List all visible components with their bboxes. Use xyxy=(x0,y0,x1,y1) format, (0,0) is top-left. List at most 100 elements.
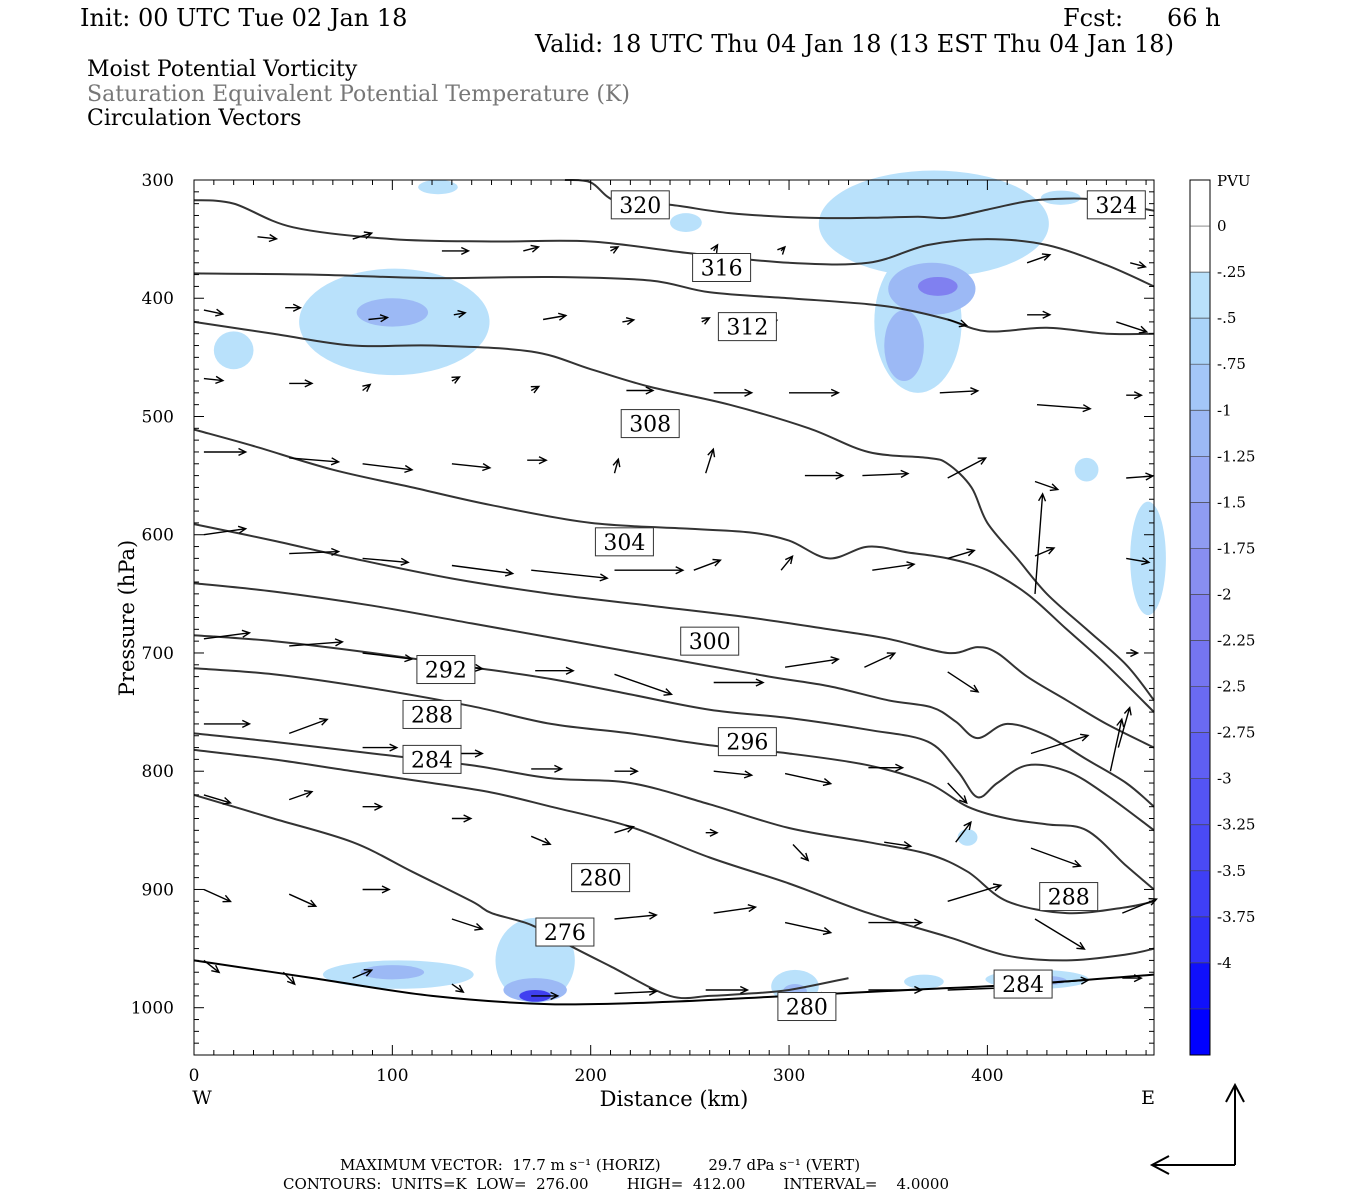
circulation-vector xyxy=(947,782,968,805)
circulation-vector xyxy=(713,388,754,397)
circulation-vector xyxy=(1130,261,1147,269)
circulation-vector xyxy=(614,987,658,996)
x-tick-label: 200 xyxy=(574,1066,606,1086)
colorbar-label: -1.25 xyxy=(1217,447,1255,465)
contour-label-box xyxy=(777,992,837,1022)
y-tick-label: 900 xyxy=(142,880,174,900)
circulation-vector xyxy=(872,561,916,571)
colorbar-swatch xyxy=(1190,318,1210,365)
pv-shade-region xyxy=(957,829,978,846)
circulation-vector xyxy=(542,312,568,321)
circulation-vector xyxy=(947,548,976,560)
x-axis-label: Distance (km) xyxy=(600,1087,749,1111)
colorbar-label: -3.75 xyxy=(1217,908,1255,926)
x-tick-label: 400 xyxy=(971,1066,1003,1086)
circulation-vector xyxy=(1117,706,1132,748)
circulation-vector xyxy=(784,656,840,668)
ref-vector-up-head xyxy=(1225,1082,1245,1103)
colorbar-label: -2.25 xyxy=(1217,632,1255,650)
circulation-vector xyxy=(362,652,414,663)
circulation-vector xyxy=(626,386,655,395)
circulation-vector xyxy=(710,243,719,253)
colorbar-label: -.5 xyxy=(1217,309,1236,327)
circulation-vector xyxy=(789,388,841,397)
circulation-vector xyxy=(451,463,492,472)
colorbar-swatch xyxy=(1190,226,1210,273)
x-tick-label: 0 xyxy=(189,1066,200,1086)
contour-label: 288 xyxy=(411,703,453,728)
y-tick-label: 600 xyxy=(142,526,174,546)
colorbar-label: -.75 xyxy=(1217,355,1246,373)
pv-shade-region xyxy=(1130,501,1166,616)
circulation-vector xyxy=(947,318,969,328)
ref-vector-left-head xyxy=(1149,1155,1170,1175)
contour-label: 316 xyxy=(701,257,743,282)
contour-label: 284 xyxy=(411,748,453,773)
contour-label: 276 xyxy=(544,921,586,946)
circulation-vector xyxy=(1034,918,1086,950)
contour-labels: 320 324 316 312 308 304 300 296 292 288 284 280 276 2… xyxy=(402,190,1146,1022)
circulation-vector xyxy=(1030,733,1090,755)
contour-label: 284 xyxy=(1002,973,1044,998)
pv-shade-region xyxy=(1040,190,1081,205)
colorbar-label: -1 xyxy=(1217,401,1232,419)
reference-vector xyxy=(1149,1082,1245,1175)
y-tick-label: 800 xyxy=(142,762,174,782)
colorbar-swatch xyxy=(1190,778,1210,826)
contour-label-box xyxy=(416,655,476,685)
circulation-vector xyxy=(1034,480,1060,492)
circulation-vector xyxy=(451,918,484,931)
circulation-vector xyxy=(1034,492,1047,594)
circulation-vector xyxy=(713,678,765,687)
init-time: Init: 00 UTC Tue 02 Jan 18 xyxy=(80,4,408,32)
circulation-vector xyxy=(531,764,564,773)
pv-shade-region xyxy=(1074,457,1099,482)
circulation-vector xyxy=(352,969,374,979)
circulation-vector xyxy=(947,457,988,479)
forecast-label: Fcst: xyxy=(1063,4,1124,32)
circulation-vector xyxy=(792,844,810,862)
circulation-vector xyxy=(780,554,794,571)
field-title-mpv: Moist Potential Vorticity xyxy=(87,57,358,82)
circulation-vector xyxy=(955,820,972,843)
colorbar-swatch xyxy=(1190,502,1210,549)
contour-label-box xyxy=(680,626,740,656)
circulation-vector xyxy=(285,303,303,312)
circulation-vector xyxy=(868,918,924,927)
colorbar-swatch xyxy=(1190,686,1210,734)
colorbar-label: -3.25 xyxy=(1217,816,1255,834)
contour-label-box xyxy=(1039,882,1099,912)
circulation-vector xyxy=(939,387,980,396)
circulation-vector xyxy=(804,471,845,480)
circulation-vector xyxy=(614,566,685,575)
contour-label-box xyxy=(535,917,595,947)
pv-shade-region xyxy=(670,213,702,233)
circulation-vector xyxy=(203,794,233,805)
circulation-vector xyxy=(289,638,344,647)
isentrope-line xyxy=(193,634,1155,832)
circulation-vector xyxy=(288,717,329,735)
contour-label: 300 xyxy=(689,630,731,655)
isentrope-line xyxy=(193,582,1155,808)
colorbar-swatch xyxy=(1190,180,1210,227)
circulation-vector xyxy=(614,767,639,776)
field-title-thetae: Saturation Equivalent Potential Temperat… xyxy=(87,82,630,107)
colorbar-frame xyxy=(1189,179,1211,1056)
circulation-vectors xyxy=(203,231,1158,1001)
colorbar-label: -3.5 xyxy=(1217,862,1246,880)
y-axis-label: Pressure (hPa) xyxy=(115,540,139,696)
contour-label: 288 xyxy=(1048,886,1090,911)
y-tick-label: 300 xyxy=(142,171,174,191)
circulation-vector xyxy=(868,985,924,995)
circulation-vector xyxy=(203,888,232,903)
pv-shading xyxy=(213,170,1166,1003)
contour-label-box xyxy=(993,969,1053,999)
forecast-hour: 66 h xyxy=(1167,4,1221,32)
max-vector-note: MAXIMUM VECTOR: 17.7 m s⁻¹ (HORIZ) 29.7 … xyxy=(340,1156,861,1174)
isentrope-line xyxy=(193,523,1155,749)
contour-label: 296 xyxy=(726,731,768,756)
isentrope-line xyxy=(193,272,1155,336)
colorbar-swatch xyxy=(1190,962,1210,1010)
colorbar-label: -2.5 xyxy=(1217,678,1246,696)
